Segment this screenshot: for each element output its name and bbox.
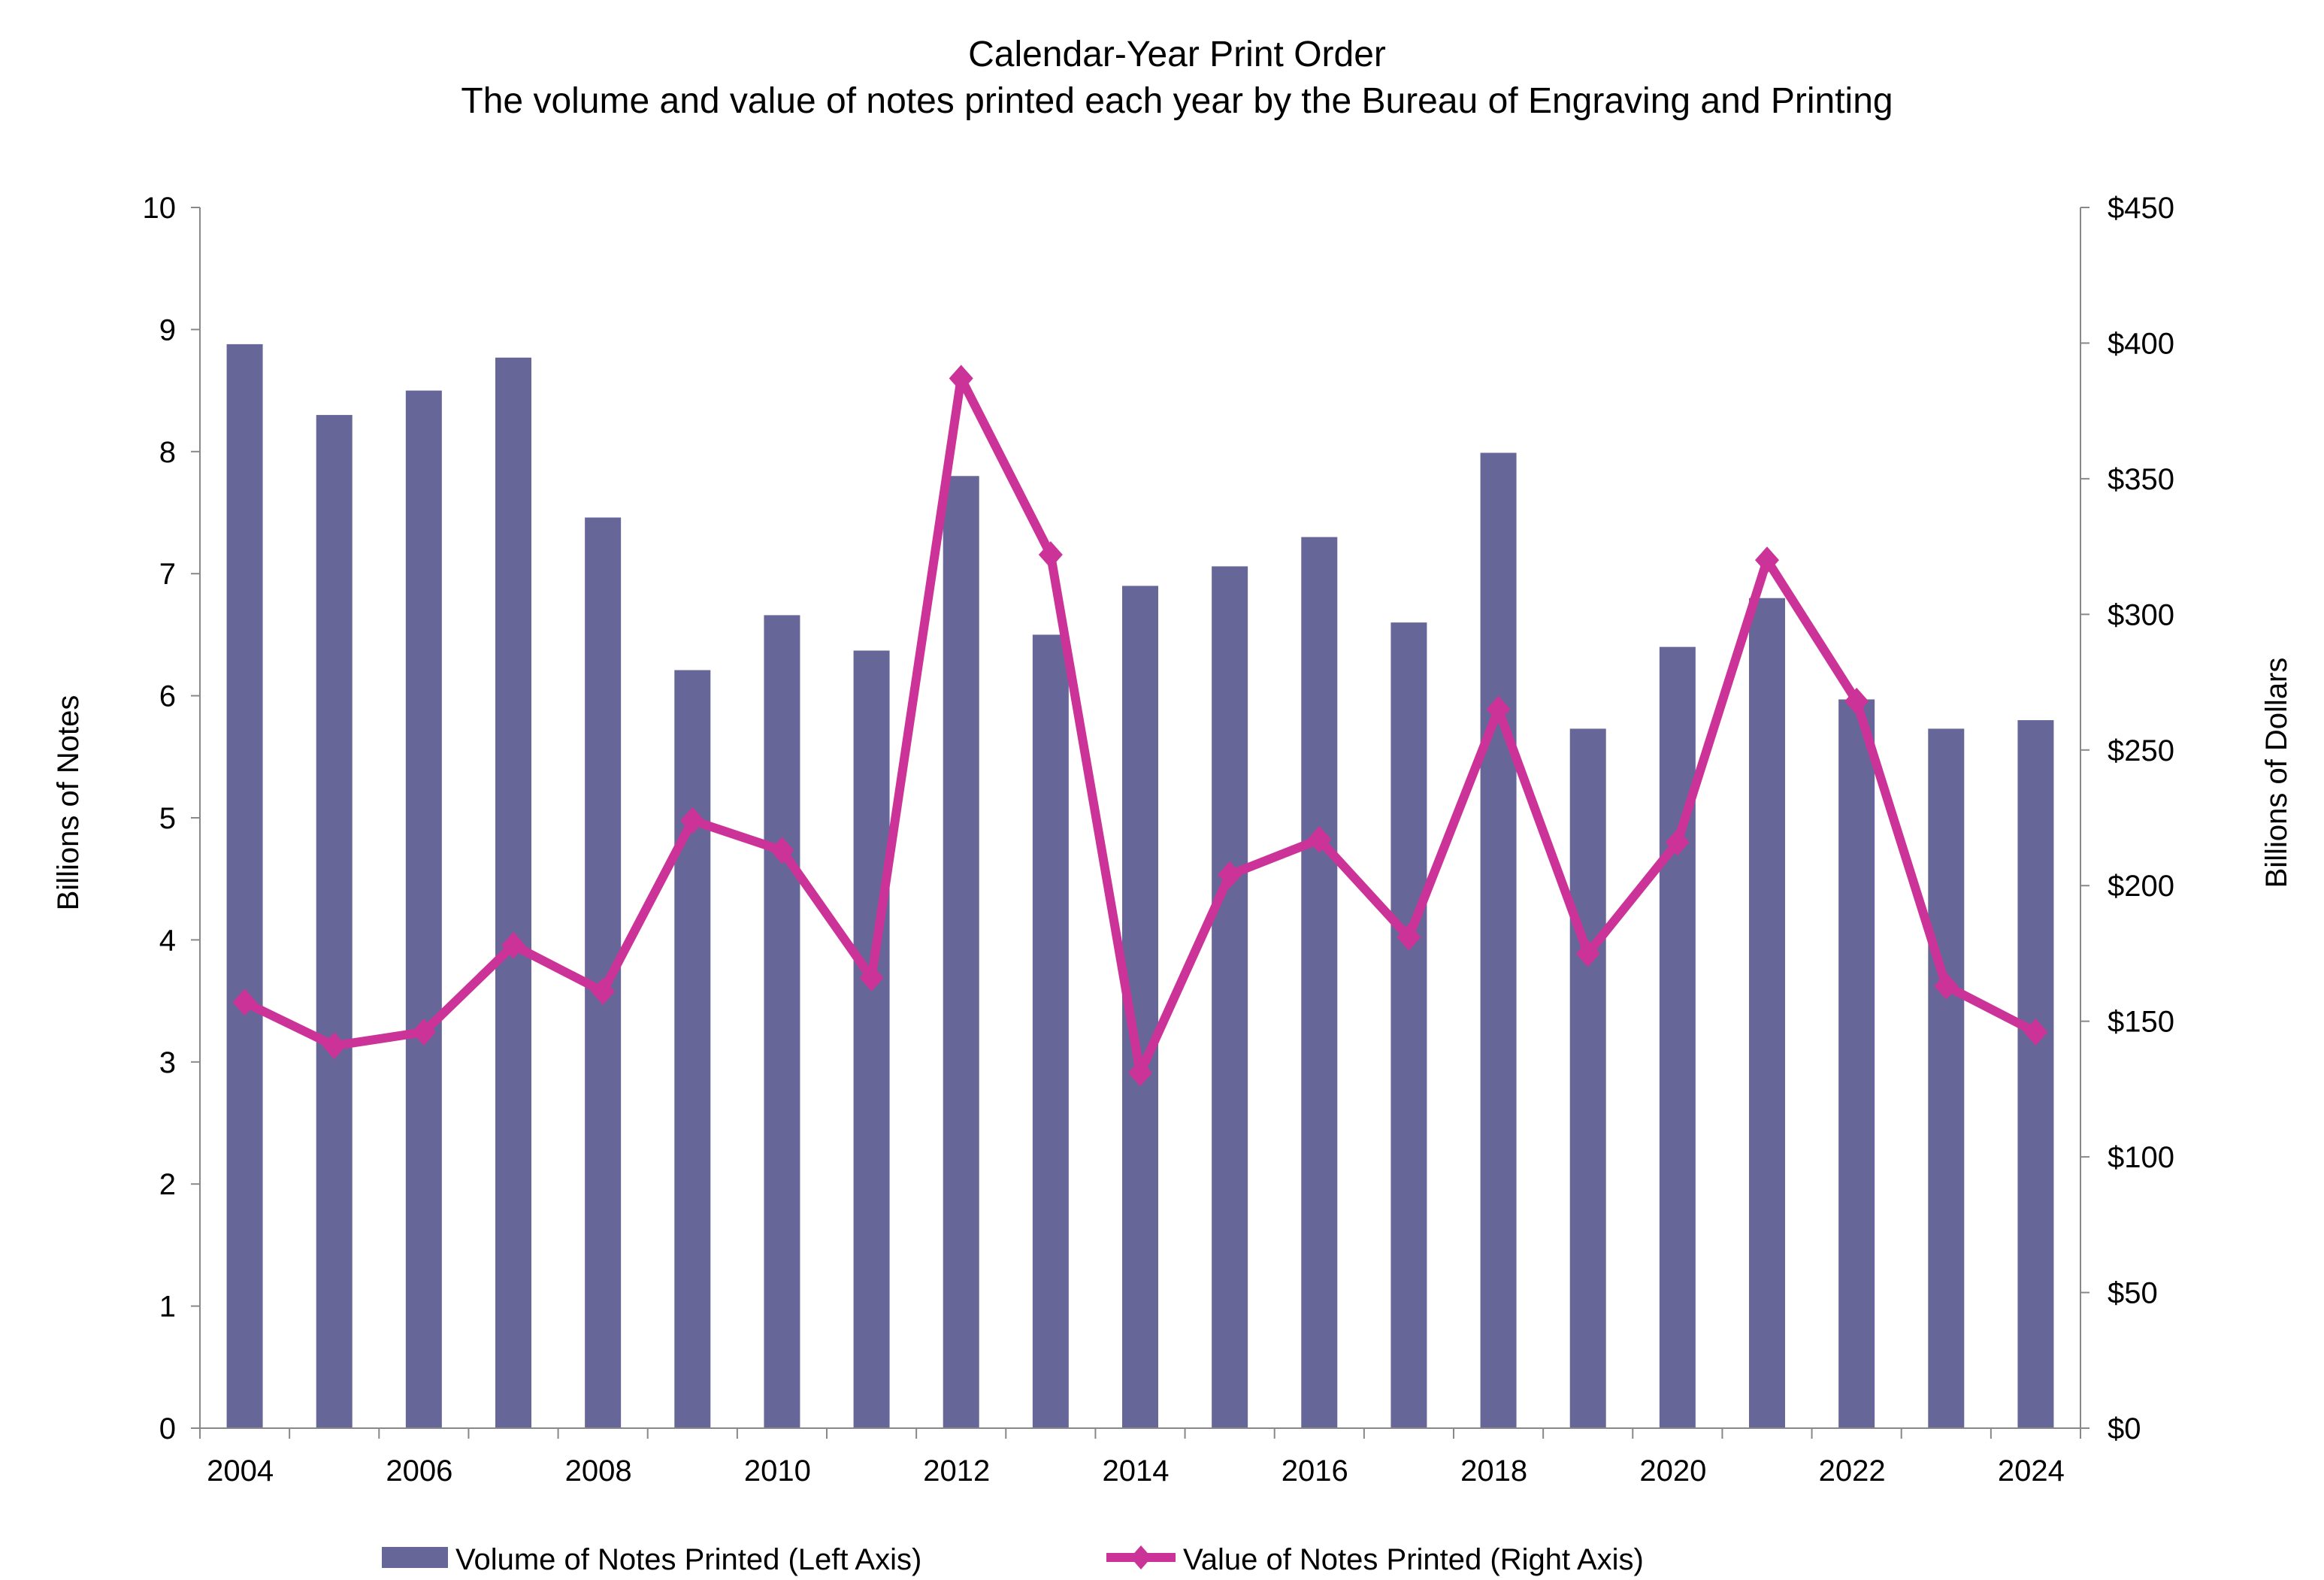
- x-tick-label: 2006: [386, 1454, 452, 1488]
- chart-title: Calendar-Year Print Order: [968, 35, 1386, 74]
- left-axis-label: Billions of Notes: [52, 695, 85, 911]
- legend: Volume of Notes Printed (Left Axis) Valu…: [382, 1543, 1644, 1576]
- point-2007: [501, 931, 525, 959]
- left-tick-label: 2: [159, 1168, 176, 1201]
- point-2013: [1038, 540, 1063, 568]
- right-tick-label: $350: [2108, 463, 2174, 496]
- right-tick-label: $50: [2108, 1277, 2158, 1310]
- bar-2005: [316, 415, 353, 1428]
- bar-2011: [853, 650, 890, 1429]
- left-tick-label: 4: [159, 924, 176, 957]
- legend-line-label: Value of Notes Printed (Right Axis): [1183, 1543, 1644, 1576]
- point-2011: [859, 964, 884, 991]
- bar-2022: [1838, 699, 1875, 1428]
- left-tick-label: 8: [159, 436, 176, 469]
- point-2015: [1218, 861, 1242, 888]
- x-tick-label: 2018: [1460, 1454, 1527, 1488]
- right-tick-label: $0: [2108, 1412, 2141, 1445]
- bar-2018: [1480, 453, 1517, 1428]
- point-2012: [949, 365, 973, 392]
- left-tick-label: 9: [159, 313, 176, 347]
- bar-2013: [1032, 634, 1069, 1428]
- bar-2009: [674, 670, 711, 1428]
- left-tick-label: 1: [159, 1291, 176, 1324]
- point-2004: [232, 988, 257, 1016]
- point-2019: [1575, 940, 1600, 967]
- x-tick-label: 2012: [923, 1454, 990, 1488]
- bar-2016: [1301, 537, 1338, 1428]
- point-2023: [1934, 972, 1959, 1000]
- legend-bar-label: Volume of Notes Printed (Left Axis): [455, 1543, 921, 1576]
- left-tick-label: 0: [159, 1412, 176, 1445]
- point-2006: [411, 1019, 436, 1046]
- right-tick-label: $200: [2108, 870, 2174, 903]
- bar-2019: [1569, 728, 1606, 1428]
- point-2014: [1128, 1059, 1152, 1087]
- point-2022: [1844, 687, 1869, 715]
- bar-2004: [226, 344, 263, 1429]
- point-2017: [1397, 923, 1421, 951]
- right-tick-label: $400: [2108, 327, 2174, 360]
- x-tick-label: 2016: [1282, 1454, 1348, 1488]
- bar-2006: [405, 390, 442, 1428]
- bar-series: [226, 344, 2054, 1429]
- right-tick-label: $150: [2108, 1006, 2174, 1039]
- bar-2023: [1928, 728, 1965, 1428]
- legend-diamond-marker: [1130, 1545, 1151, 1569]
- right-tick-label: $100: [2108, 1141, 2174, 1174]
- x-tick-label: 2004: [207, 1454, 274, 1488]
- bar-2010: [764, 615, 800, 1428]
- right-tick-label: $250: [2108, 734, 2174, 767]
- x-tick-label: 2008: [565, 1454, 632, 1488]
- point-2005: [322, 1032, 346, 1060]
- x-tick-label: 2024: [1998, 1454, 2065, 1488]
- legend-bar-swatch: [382, 1547, 448, 1568]
- right-tick-label: $300: [2108, 598, 2174, 631]
- x-tick-label: 2014: [1103, 1454, 1170, 1488]
- bar-2020: [1659, 646, 1696, 1428]
- left-tick-label: 6: [159, 680, 176, 713]
- point-2016: [1307, 825, 1332, 853]
- point-2008: [591, 977, 616, 1005]
- point-2009: [680, 807, 705, 834]
- bar-2021: [1749, 598, 1785, 1429]
- bar-2024: [2017, 720, 2054, 1428]
- chart-subtitle: The volume and value of notes printed ea…: [461, 81, 1893, 121]
- right-axis-label: Billions of Dollars: [2260, 658, 2293, 888]
- bar-2007: [495, 357, 531, 1429]
- left-tick-label: 3: [159, 1046, 176, 1079]
- x-tick-label: 2020: [1639, 1454, 1706, 1488]
- line-series: [232, 365, 2048, 1087]
- left-tick-label: 5: [159, 802, 176, 835]
- left-tick-label: 10: [143, 192, 177, 225]
- bar-2017: [1390, 622, 1427, 1429]
- bar-2012: [943, 476, 979, 1428]
- point-2018: [1486, 695, 1511, 723]
- left-tick-label: 7: [159, 558, 176, 591]
- right-tick-label: $450: [2108, 192, 2174, 225]
- axes: 0 1 2 3 4 5 6 7 8 9 10 $0 $50 $100 $150 $200 $250 $300 $35…: [143, 192, 2174, 1488]
- point-2020: [1665, 828, 1690, 856]
- bar-2015: [1212, 566, 1248, 1428]
- point-2024: [2023, 1019, 2048, 1046]
- x-tick-label: 2022: [1819, 1454, 1886, 1488]
- point-2010: [770, 837, 794, 864]
- point-2021: [1755, 546, 1779, 574]
- x-tick-label: 2010: [744, 1454, 811, 1488]
